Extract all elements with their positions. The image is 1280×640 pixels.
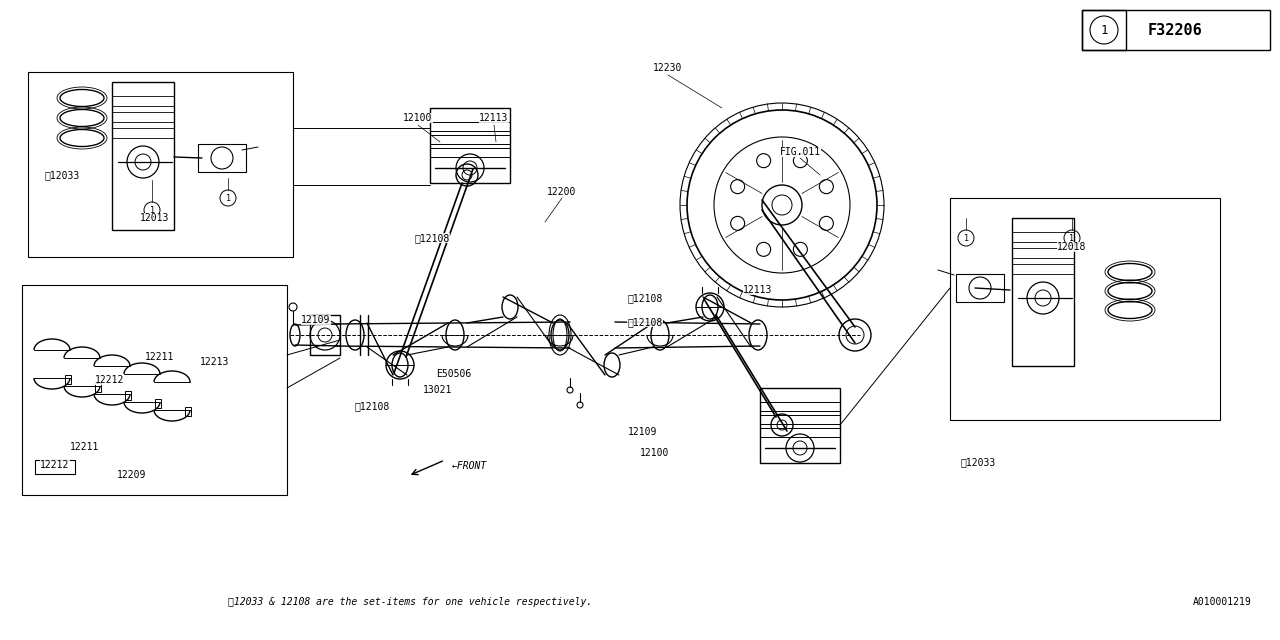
Text: ※12033: ※12033	[45, 170, 79, 180]
Bar	[310, 315, 340, 355]
Bar	[430, 148, 509, 157]
Bar	[1012, 248, 1074, 258]
Text: ※12108: ※12108	[627, 317, 663, 327]
Text: F32206: F32206	[1148, 22, 1202, 38]
Text: ←FRONT: ←FRONT	[452, 461, 488, 471]
Bar	[198, 144, 246, 172]
Text: 12100: 12100	[403, 113, 433, 123]
Text: ※12108: ※12108	[627, 293, 663, 303]
Bar	[760, 402, 840, 411]
Text: 12200: 12200	[548, 187, 577, 197]
Bar	[22, 285, 287, 495]
Text: 12211: 12211	[146, 352, 174, 362]
Bar	[1012, 218, 1074, 366]
Bar	[760, 415, 840, 424]
Text: FIG.011: FIG.011	[780, 147, 820, 157]
Text: 13021: 13021	[424, 385, 453, 395]
Text: 12113: 12113	[744, 285, 773, 295]
Bar	[430, 135, 509, 144]
Bar	[113, 96, 174, 106]
Bar	[95, 383, 101, 392]
Text: 1: 1	[150, 205, 155, 214]
Text: ※12033: ※12033	[960, 457, 996, 467]
Bar	[1012, 264, 1074, 274]
Bar	[1082, 10, 1126, 50]
Text: 12230: 12230	[653, 63, 682, 73]
Text: 12212: 12212	[95, 375, 124, 385]
Text: ※12108: ※12108	[415, 233, 449, 243]
Bar	[65, 375, 70, 384]
Text: 12109: 12109	[628, 427, 658, 437]
Bar	[430, 108, 509, 183]
Text: 12213: 12213	[200, 357, 229, 367]
Bar	[760, 428, 840, 437]
Bar	[28, 72, 293, 257]
Text: 1: 1	[964, 234, 969, 243]
Text: ※12108: ※12108	[355, 401, 389, 411]
Text: 12212: 12212	[40, 460, 69, 470]
Text: A010001219: A010001219	[1193, 597, 1252, 607]
Text: 1: 1	[1070, 234, 1074, 243]
Text: 12113: 12113	[479, 113, 508, 123]
Bar	[956, 274, 1004, 302]
Bar	[760, 388, 840, 463]
Bar	[113, 82, 174, 230]
Bar	[35, 460, 76, 474]
Bar	[950, 198, 1220, 420]
Bar	[430, 122, 509, 131]
Bar	[155, 399, 161, 408]
Text: 1: 1	[1101, 24, 1107, 36]
Text: 1: 1	[225, 193, 230, 202]
Bar	[125, 391, 131, 400]
Bar	[1012, 232, 1074, 242]
Text: 12013: 12013	[141, 213, 170, 223]
Text: 12100: 12100	[640, 448, 669, 458]
Bar	[113, 112, 174, 122]
Text: 12209: 12209	[118, 470, 147, 480]
Text: E50506: E50506	[436, 369, 471, 379]
Bar	[113, 128, 174, 138]
Bar	[186, 407, 191, 416]
Bar	[1082, 10, 1270, 50]
Text: 12018: 12018	[1057, 242, 1087, 252]
Text: ※12033 & 12108 are the set-items for one vehicle respectively.: ※12033 & 12108 are the set-items for one…	[228, 597, 593, 607]
Text: 12109: 12109	[301, 315, 330, 325]
Text: 12211: 12211	[70, 442, 100, 452]
